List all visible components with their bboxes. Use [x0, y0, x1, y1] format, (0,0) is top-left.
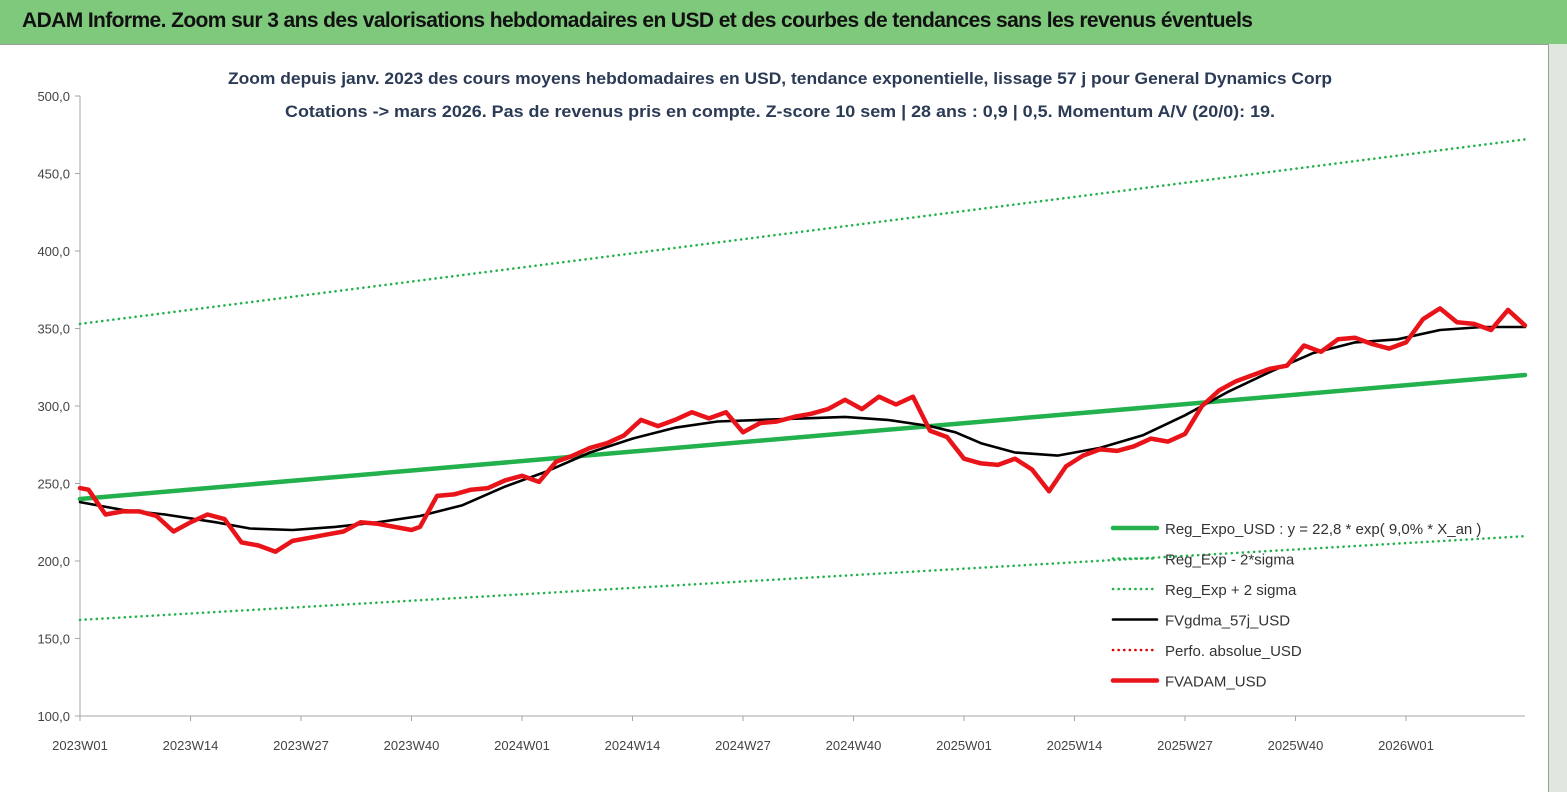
banner-title: ADAM Informe. Zoom sur 3 ans des valoris…	[22, 9, 1253, 32]
y-tick-label: 250,0	[37, 477, 70, 492]
series-line-5	[77, 306, 1528, 554]
x-tick-label: 2023W14	[163, 738, 219, 753]
scrollbar-strip[interactable]	[1548, 44, 1567, 792]
y-tick-label: 300,0	[37, 399, 70, 414]
x-tick-label: 2025W14	[1047, 738, 1103, 753]
x-tick-label: 2026W01	[1378, 738, 1434, 753]
legend-label: Reg_Exp - 2*sigma	[1165, 552, 1295, 569]
series-line-0	[77, 372, 1528, 502]
y-tick-label: 100,0	[37, 709, 70, 724]
x-tick-label: 2025W40	[1268, 738, 1324, 753]
x-tick-label: 2023W27	[273, 738, 329, 753]
y-tick-label: 200,0	[37, 554, 70, 569]
series-group	[77, 138, 1528, 622]
y-tick-label: 450,0	[37, 167, 70, 182]
chart-subtitle: Cotations -> mars 2026. Pas de revenus p…	[285, 102, 1275, 121]
y-tick-label: 350,0	[37, 322, 70, 337]
x-tick-label: 2024W14	[605, 738, 661, 753]
chart-title: Zoom depuis janv. 2023 des cours moyens …	[228, 69, 1332, 88]
x-tick-label: 2024W01	[494, 738, 550, 753]
y-tick-label: 500,0	[37, 89, 70, 104]
legend-label: Reg_Exp + 2 sigma	[1165, 582, 1297, 599]
series-line-2	[78, 138, 1527, 326]
legend-label: FVADAM_USD	[1165, 674, 1267, 691]
legend-label: FVgdma_57j_USD	[1165, 613, 1290, 630]
x-tick-label: 2023W01	[52, 738, 108, 753]
series-line-3	[78, 325, 1527, 532]
y-tick-label: 400,0	[37, 244, 70, 259]
x-tick-label: 2025W01	[936, 738, 992, 753]
legend-label: Perfo. absolue_USD	[1165, 643, 1302, 660]
series-line-1	[78, 534, 1527, 622]
legend-label: Reg_Expo_USD : y = 22,8 * exp( 9,0% * X_…	[1165, 521, 1481, 538]
banner: ADAM Informe. Zoom sur 3 ans des valoris…	[0, 0, 1567, 44]
x-tick-label: 2024W27	[715, 738, 771, 753]
x-tick-label: 2024W40	[826, 738, 882, 753]
x-tick-label: 2023W40	[384, 738, 440, 753]
legend: Reg_Expo_USD : y = 22,8 * exp( 9,0% * X_…	[1110, 521, 1481, 691]
axes: 100,0 150,0 200,0 250,0 300,0 350,0 400,0 450,0…	[37, 89, 1525, 753]
x-tick-label: 2025W27	[1157, 738, 1213, 753]
y-tick-label: 150,0	[37, 632, 70, 647]
